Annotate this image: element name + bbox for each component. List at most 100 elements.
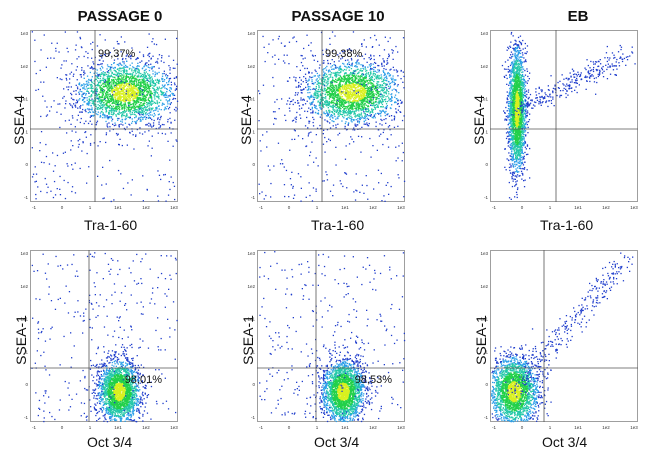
event-point xyxy=(143,96,145,98)
event-point xyxy=(74,49,77,51)
event-point xyxy=(343,111,346,113)
event-point xyxy=(158,121,160,123)
event-point xyxy=(140,88,143,90)
event-point xyxy=(134,117,136,119)
event-point xyxy=(319,107,321,109)
event-point xyxy=(339,52,341,54)
event-point xyxy=(106,75,108,78)
event-point xyxy=(99,67,101,70)
event-point xyxy=(304,125,307,127)
event-point xyxy=(79,106,81,108)
event-point xyxy=(99,105,101,107)
event-point xyxy=(155,109,157,111)
event-point xyxy=(141,80,143,82)
event-point xyxy=(85,51,87,53)
event-point xyxy=(34,39,36,41)
event-point xyxy=(352,83,354,85)
event-point xyxy=(102,75,105,77)
event-point xyxy=(330,114,332,116)
event-point xyxy=(351,88,354,90)
event-point xyxy=(108,54,110,56)
event-point xyxy=(144,89,146,91)
event-point xyxy=(174,89,176,91)
event-point xyxy=(342,91,344,93)
event-point xyxy=(361,81,363,83)
event-point xyxy=(345,87,348,89)
event-point xyxy=(130,194,132,196)
event-point xyxy=(355,100,358,102)
event-point xyxy=(344,76,346,79)
event-point xyxy=(145,124,147,126)
event-point xyxy=(361,136,363,138)
event-point xyxy=(373,66,375,69)
event-point xyxy=(355,102,357,105)
event-point xyxy=(115,84,118,87)
event-point xyxy=(328,69,330,71)
event-point xyxy=(96,80,99,82)
event-point xyxy=(333,93,335,95)
event-point xyxy=(120,96,122,98)
event-point xyxy=(125,90,128,92)
event-point xyxy=(345,88,348,90)
event-point xyxy=(118,63,120,65)
event-point xyxy=(354,79,357,81)
event-point xyxy=(351,94,353,96)
event-point xyxy=(333,61,335,63)
event-point xyxy=(349,96,352,98)
event-point xyxy=(129,124,131,126)
event-point xyxy=(105,109,107,111)
event-point xyxy=(325,102,327,104)
event-point xyxy=(145,99,147,101)
event-point xyxy=(359,103,361,105)
event-point xyxy=(359,114,361,116)
event-point xyxy=(162,92,164,94)
event-point xyxy=(137,62,139,64)
event-point xyxy=(98,96,101,98)
event-point xyxy=(75,93,77,95)
event-point xyxy=(307,127,309,129)
event-point xyxy=(381,94,384,96)
event-point xyxy=(137,106,140,109)
event-point xyxy=(391,52,394,54)
event-point xyxy=(354,125,356,127)
event-point xyxy=(133,95,135,97)
x-tick-label: -1 xyxy=(32,205,36,210)
event-point xyxy=(302,104,304,106)
event-point xyxy=(352,74,354,77)
event-point xyxy=(116,98,118,100)
event-point xyxy=(340,93,342,95)
event-point xyxy=(310,42,312,44)
event-point xyxy=(151,81,153,83)
event-point xyxy=(340,79,342,81)
event-point xyxy=(123,101,125,103)
event-point xyxy=(121,104,123,106)
event-point xyxy=(364,115,366,117)
event-point xyxy=(119,106,121,108)
event-point xyxy=(125,116,127,118)
event-point xyxy=(401,160,403,162)
event-point xyxy=(126,96,128,98)
event-point xyxy=(298,85,300,87)
event-point xyxy=(347,124,349,126)
event-point xyxy=(326,174,328,176)
event-point xyxy=(344,75,346,77)
event-point xyxy=(396,98,398,100)
event-point xyxy=(92,111,94,113)
event-point xyxy=(314,93,316,95)
event-point xyxy=(352,119,355,121)
event-point xyxy=(146,188,148,191)
event-point xyxy=(121,78,123,80)
event-point xyxy=(130,78,133,80)
event-point xyxy=(129,112,131,114)
event-point xyxy=(335,146,337,148)
event-point xyxy=(150,103,152,105)
event-point xyxy=(337,86,339,88)
event-point xyxy=(150,100,152,103)
event-point xyxy=(115,85,117,87)
event-point xyxy=(320,86,323,88)
event-point xyxy=(138,97,140,99)
event-point xyxy=(310,131,312,133)
event-point xyxy=(377,102,379,104)
event-point xyxy=(292,103,294,106)
event-point xyxy=(398,177,400,179)
